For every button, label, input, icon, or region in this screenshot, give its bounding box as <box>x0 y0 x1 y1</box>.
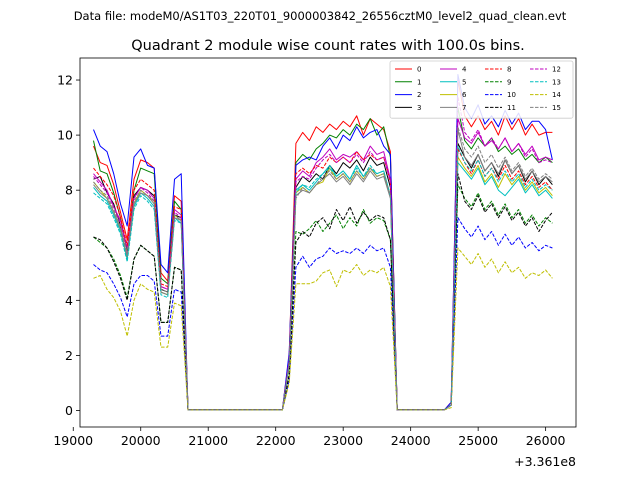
legend-label: 5 <box>462 78 466 86</box>
series-line-13 <box>93 145 553 411</box>
legend-label: 8 <box>507 66 511 74</box>
legend-label: 4 <box>462 66 467 74</box>
series-line-10 <box>93 217 553 411</box>
series-layer <box>93 74 553 411</box>
chart-title: Quadrant 2 module wise count rates with … <box>131 38 525 54</box>
figure-suptitle: Data file: modeM0/AS1T03_220T01_90000038… <box>74 9 567 23</box>
legend-label: 14 <box>552 91 561 99</box>
legend-label: 2 <box>417 91 421 99</box>
x-tick-label: 22000 <box>256 433 296 448</box>
series-line-9 <box>93 184 553 411</box>
x-tick-label: 20000 <box>121 433 161 448</box>
legend-label: 9 <box>507 78 511 86</box>
y-tick-label: 6 <box>65 238 73 253</box>
x-tick-label: 25000 <box>458 433 498 448</box>
legend-label: 7 <box>462 104 466 112</box>
y-tick-label: 8 <box>65 183 73 198</box>
series-line-15 <box>93 126 553 411</box>
legend-label: 3 <box>417 104 421 112</box>
axes-frame <box>79 57 577 428</box>
legend-label: 15 <box>552 104 561 112</box>
y-tick-label: 12 <box>57 73 73 88</box>
series-line-8 <box>93 148 553 411</box>
y-tick-label: 10 <box>57 128 73 143</box>
series-line-11 <box>93 173 553 411</box>
y-tick-label: 0 <box>65 403 73 418</box>
legend-label: 0 <box>417 66 421 74</box>
x-tick-label: 26000 <box>526 433 566 448</box>
legend-label: 12 <box>552 66 561 74</box>
legend-label: 10 <box>507 91 516 99</box>
x-tick-label: 23000 <box>323 433 363 448</box>
x-offset-label: +3.361e8 <box>514 454 576 469</box>
x-tick-label: 21000 <box>188 433 228 448</box>
legend-label: 1 <box>417 78 421 86</box>
y-axis: 0 2 4 6 8 10 12 <box>57 73 80 418</box>
x-tick-label: 19000 <box>53 433 93 448</box>
series-line-14 <box>93 247 553 411</box>
y-tick-label: 2 <box>65 348 73 363</box>
x-axis: 19000 20000 21000 22000 23000 24000 25000 26000 <box>53 427 566 448</box>
legend-label: 6 <box>462 91 467 99</box>
legend-label: 11 <box>507 104 516 112</box>
x-tick-label: 24000 <box>391 433 431 448</box>
y-tick-label: 4 <box>65 293 73 308</box>
legend-label: 13 <box>552 78 561 86</box>
legend-box <box>389 60 574 119</box>
